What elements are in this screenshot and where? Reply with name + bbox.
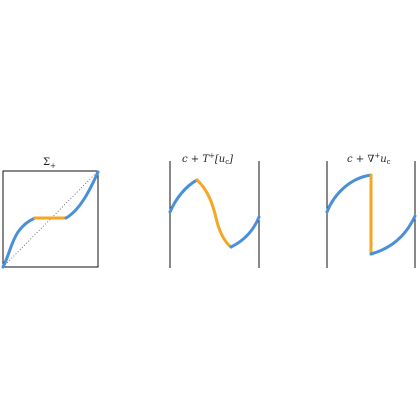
panel2-title: c + T+[uc]: [182, 152, 233, 166]
panel3-curve-rise: [327, 175, 371, 212]
panel2-title-suffix: [u: [215, 154, 225, 165]
panel2-title-prefix: c + T: [182, 154, 210, 165]
panel1-curve-upper: [66, 172, 98, 218]
panel1-curve-lower: [3, 218, 35, 267]
panel1-title-subscript: +: [50, 162, 56, 170]
panel2-curve-tail: [231, 217, 259, 247]
panel1-title-symbol: Σ: [43, 157, 50, 168]
panel-nabla-plus: c + ∇+uc: [327, 152, 415, 268]
panel2-orange-segment: [197, 180, 231, 247]
panel3-title: c + ∇+uc: [347, 152, 391, 166]
panel3-curve-tail: [371, 216, 415, 254]
panel-sigma-plus: Σ+: [3, 157, 98, 267]
panel1-title: Σ+: [43, 157, 56, 170]
panel3-title-suffix-sub: c: [387, 158, 391, 166]
panel3-title-prefix: c + ∇: [347, 154, 374, 165]
panel2-title-close: ]: [228, 154, 233, 165]
panel-t-plus: c + T+[uc]: [170, 152, 259, 268]
panel2-curve-rise: [170, 180, 197, 212]
